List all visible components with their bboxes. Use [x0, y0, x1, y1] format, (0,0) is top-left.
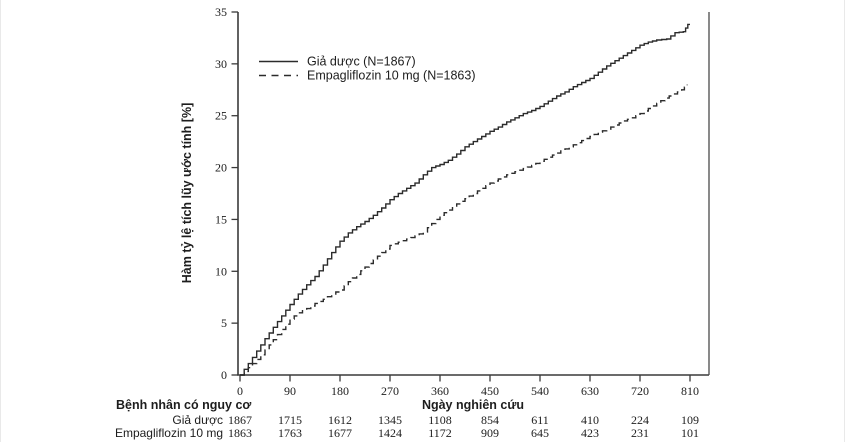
y-tick-label: 25: [215, 109, 227, 123]
x-tick-label: 810: [681, 384, 699, 398]
risk-table: Bệnh nhân có nguy cơ Ngày nghiên cứu Giả…: [115, 398, 699, 440]
survival-curves: [240, 23, 690, 376]
x-tick-label: 180: [331, 384, 349, 398]
legend-label-empagliflozin: Empagliflozin 10 mg (N=1863): [307, 69, 476, 83]
risk-table-values: 1867 1715 1612 1345 1108 854 611 410 224 109 1863 1…: [228, 413, 699, 440]
risk-count: 1424: [378, 426, 402, 440]
x-tick-label: 0: [237, 384, 243, 398]
risk-table-header: Bệnh nhân có nguy cơ: [116, 398, 251, 412]
risk-count: 645: [531, 426, 549, 440]
risk-count: 854: [481, 413, 499, 427]
risk-count: 1863: [228, 426, 252, 440]
risk-count: 909: [481, 426, 499, 440]
placebo-curve: [240, 23, 690, 376]
y-tick-label: 20: [215, 161, 227, 175]
x-tick-label: 630: [581, 384, 599, 398]
y-tick-label: 10: [215, 264, 227, 278]
y-axis-ticks: 0 5 10 15 20 25 30 35: [215, 5, 238, 382]
risk-count: 1612: [328, 413, 352, 427]
x-tick-label: 360: [431, 384, 449, 398]
risk-count: 1763: [278, 426, 302, 440]
empagliflozin-curve: [240, 84, 688, 376]
x-tick-label: 90: [284, 384, 296, 398]
legend: Giả dược (N=1867) Empagliflozin 10 mg (N…: [259, 55, 476, 83]
y-tick-label: 5: [221, 316, 227, 330]
risk-count: 1715: [278, 413, 302, 427]
x-axis-title: Ngày nghiên cứu: [422, 398, 524, 412]
risk-count: 423: [581, 426, 599, 440]
y-tick-label: 0: [221, 368, 227, 382]
y-axis-title: Hàm tỷ lệ tích lũy ước tính [%]: [180, 103, 194, 283]
risk-count: 1345: [378, 413, 402, 427]
x-tick-label: 720: [631, 384, 649, 398]
risk-count: 611: [531, 413, 549, 427]
risk-count: 1677: [328, 426, 352, 440]
plot-frame: [237, 12, 710, 376]
risk-count: 1867: [228, 413, 252, 427]
x-tick-label: 270: [381, 384, 399, 398]
risk-count: 410: [581, 413, 599, 427]
legend-label-placebo: Giả dược (N=1867): [307, 55, 416, 69]
y-tick-label: 15: [215, 212, 227, 226]
y-tick-label: 35: [215, 5, 227, 19]
risk-count: 109: [681, 413, 699, 427]
y-tick-label: 30: [215, 57, 227, 71]
risk-row-label-empagliflozin: Empagliflozin 10 mg: [115, 426, 223, 440]
risk-count: 231: [631, 426, 649, 440]
risk-count: 101: [681, 426, 699, 440]
risk-count: 1108: [428, 413, 452, 427]
x-axis-ticks: 0 90 180 270 360 450 540 630 720 810: [237, 375, 699, 398]
x-tick-label: 450: [481, 384, 499, 398]
risk-count: 224: [631, 413, 649, 427]
x-tick-label: 540: [531, 384, 549, 398]
risk-row-label-placebo: Giả dược: [172, 413, 223, 427]
risk-count: 1172: [428, 426, 452, 440]
